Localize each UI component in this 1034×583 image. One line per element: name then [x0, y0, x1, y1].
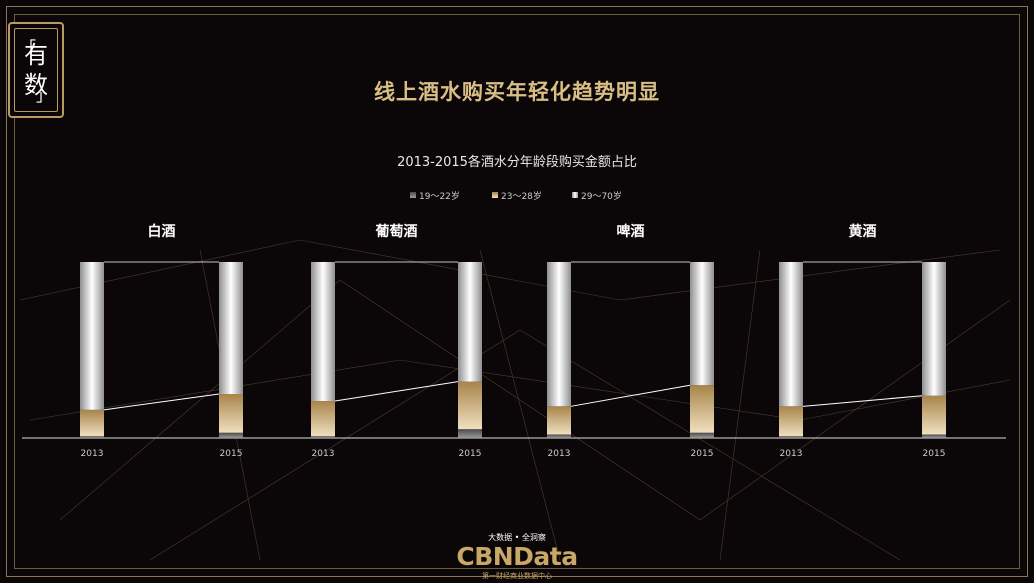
x-tick-label: 2013: [312, 449, 335, 459]
bar-segment: [547, 262, 571, 407]
bar-segment: [219, 432, 243, 438]
youshu-badge: 「 有 数 」: [8, 22, 64, 118]
badge-bracket-open: 「: [20, 38, 37, 57]
outer-frame: [6, 6, 1028, 577]
mesh-line: [699, 299, 1011, 521]
badge-line-1: 有: [24, 41, 48, 69]
x-tick-label: 2013: [780, 449, 803, 459]
mesh-line: [619, 249, 1001, 301]
bar-segment: [311, 401, 335, 437]
bar-segment: [690, 432, 714, 438]
bar-segment: [458, 429, 482, 438]
group-title: 黄酒: [849, 223, 877, 240]
legend-swatch: [572, 192, 578, 198]
mesh-line: [799, 379, 1011, 421]
badge-text: 有 数: [10, 40, 62, 100]
bar-segment: [311, 262, 335, 402]
connector-line-trend: [802, 395, 923, 407]
x-tick-label: 2015: [923, 449, 946, 459]
inner-frame: [14, 14, 1020, 569]
badge-bracket-close: 」: [35, 86, 52, 105]
footer-slogan: 大数据 • 全洞察: [488, 533, 546, 542]
x-tick-label: 2015: [691, 449, 714, 459]
bar-segment: [80, 409, 104, 437]
bar-segment: [779, 406, 803, 437]
x-tick-label: 2013: [81, 449, 104, 459]
bar-segment: [922, 262, 946, 396]
bar-segment: [80, 436, 104, 438]
mesh-line: [59, 279, 341, 521]
connector-line-trend: [103, 393, 220, 411]
x-tick-label: 2015: [220, 449, 243, 459]
mesh-line: [19, 239, 301, 301]
page-title: 线上酒水购买年轻化趋势明显: [374, 80, 660, 104]
bar-segment: [547, 406, 571, 435]
bar-segment: [219, 262, 243, 394]
mesh-line: [479, 249, 561, 561]
legend-swatch: [492, 192, 498, 198]
legend-label: 23～28岁: [501, 190, 542, 202]
legend-swatch: [410, 192, 416, 198]
legend-label: 29～70岁: [581, 190, 622, 202]
bar-segment: [779, 436, 803, 438]
connector-line-trend: [570, 384, 691, 407]
bar-segment: [690, 262, 714, 386]
group-title: 啤酒: [617, 223, 645, 240]
bar-segment: [922, 395, 946, 435]
bar-segment: [690, 385, 714, 433]
bar-segment: [80, 262, 104, 410]
bar-segment: [547, 434, 571, 438]
mesh-line: [719, 249, 761, 561]
bar-segment: [311, 436, 335, 438]
mesh-line: [339, 279, 701, 521]
bar-segment: [779, 262, 803, 407]
connector-line-trend: [334, 381, 459, 402]
mesh-line: [519, 329, 901, 561]
bar-segment: [219, 394, 243, 433]
group-title: 白酒: [148, 223, 176, 240]
badge-inner-border: [14, 28, 58, 112]
legend-label: 19～22岁: [419, 190, 460, 202]
bar-segment: [458, 262, 482, 382]
x-tick-label: 2015: [459, 449, 482, 459]
chart-title: 2013-2015各酒水分年龄段购买金额占比: [397, 154, 637, 170]
bar-segment: [458, 381, 482, 430]
cbndata-logo: CBNData: [456, 542, 578, 571]
x-tick-label: 2013: [548, 449, 571, 459]
bar-segment: [922, 434, 946, 438]
group-title: 葡萄酒: [375, 223, 418, 240]
footer-subtitle: 第一财经商业数据中心: [482, 572, 552, 580]
badge-line-2: 数: [24, 71, 48, 99]
